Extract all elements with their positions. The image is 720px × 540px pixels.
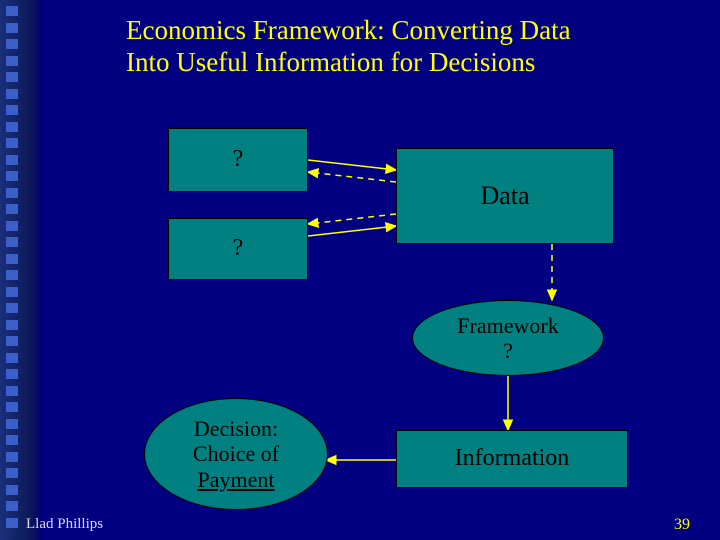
sidebar-tick: [6, 353, 18, 363]
slide-title: Economics Framework: Converting DataInto…: [126, 14, 571, 79]
sidebar-tick: [6, 435, 18, 445]
node-decision-line3: Payment: [198, 467, 275, 492]
sidebar-tick: [6, 386, 18, 396]
sidebar-tick: [6, 518, 18, 528]
sidebar-tick: [6, 221, 18, 231]
sidebar-tick: [6, 402, 18, 412]
sidebar-tick: [6, 287, 18, 297]
footer-author: Llad Phillips: [26, 516, 103, 533]
node-framework-label: Framework ?: [457, 313, 558, 364]
node-framework-line2: ?: [503, 338, 513, 363]
sidebar-tick: [6, 122, 18, 132]
sidebar-tick: [6, 171, 18, 181]
node-decision-label: Decision: Choice of Payment: [193, 416, 279, 492]
sidebar-tick: [6, 89, 18, 99]
node-data-label: Data: [480, 181, 529, 211]
node-question-1-label: ?: [233, 146, 244, 174]
slide: Economics Framework: Converting DataInto…: [0, 0, 720, 540]
sidebar-tick: [6, 6, 18, 16]
sidebar-tick: [6, 72, 18, 82]
sidebar-tick: [6, 270, 18, 280]
sidebar-tick: [6, 303, 18, 313]
sidebar-tick: [6, 155, 18, 165]
sidebar-tick: [6, 254, 18, 264]
footer-page-number: 39: [674, 516, 690, 534]
sidebar-tick: [6, 320, 18, 330]
sidebar-tick: [6, 39, 18, 49]
sidebar-gradient: [0, 0, 42, 540]
node-decision-line2: Choice of: [193, 441, 279, 466]
node-decision: Decision: Choice of Payment: [144, 398, 328, 510]
connector-q1-to-data-solid: [308, 160, 396, 170]
sidebar-tick: [6, 56, 18, 66]
sidebar-tick: [6, 485, 18, 495]
sidebar-tick: [6, 501, 18, 511]
sidebar-tick: [6, 468, 18, 478]
connector-data-to-q2-dashed: [308, 214, 396, 224]
node-data: Data: [396, 148, 614, 244]
sidebar-tick: [6, 369, 18, 379]
sidebar-tick: [6, 204, 18, 214]
connector-q2-to-data-solid: [308, 226, 396, 236]
node-question-2-label: ?: [233, 235, 244, 263]
sidebar-tick: [6, 138, 18, 148]
sidebar-tick: [6, 452, 18, 462]
sidebar-tick: [6, 336, 18, 346]
sidebar-tick: [6, 188, 18, 198]
node-information-label: Information: [455, 445, 570, 473]
node-information: Information: [396, 430, 628, 488]
sidebar-tick: [6, 237, 18, 247]
sidebar-tick: [6, 419, 18, 429]
sidebar-tick: [6, 23, 18, 33]
node-question-2: ?: [168, 218, 308, 280]
connector-data-to-q1-dashed: [308, 172, 396, 182]
node-framework-line1: Framework: [457, 313, 558, 338]
node-question-1: ?: [168, 128, 308, 192]
node-decision-line1: Decision:: [194, 416, 278, 441]
sidebar-tick: [6, 105, 18, 115]
node-framework: Framework ?: [412, 300, 604, 376]
